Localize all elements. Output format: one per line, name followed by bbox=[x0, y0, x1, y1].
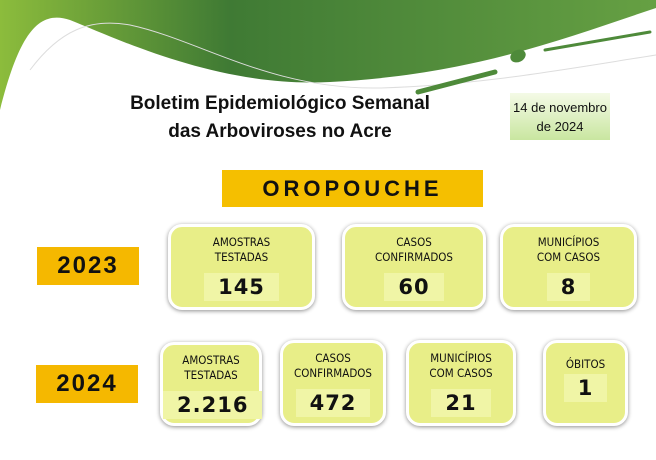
stat-card: CASOS CONFIRMADOS 472 bbox=[280, 340, 386, 426]
stat-label-line: MUNICÍPIOS bbox=[430, 351, 492, 365]
stat-card: ÓBITOS 1 bbox=[543, 340, 628, 426]
stat-label-line: MUNICÍPIOS bbox=[537, 235, 600, 249]
date-line-2: de 2024 bbox=[536, 119, 584, 134]
stat-label: MUNICÍPIOS COM CASOS bbox=[510, 235, 628, 265]
stat-card: AMOSTRAS TESTADAS 2.216 bbox=[160, 342, 263, 426]
stat-label-line: CONFIRMADOS bbox=[293, 366, 373, 380]
disease-title: OROPOUCHE bbox=[222, 170, 483, 207]
stat-label-line: AMOSTRAS bbox=[212, 235, 271, 249]
stat-label-line: TESTADAS bbox=[184, 368, 238, 382]
stat-card: CASOS CONFIRMADOS 60 bbox=[342, 224, 486, 310]
stat-label-line: CONFIRMADOS bbox=[374, 250, 454, 264]
stat-value: 60 bbox=[384, 273, 444, 301]
stat-label: CASOS CONFIRMADOS bbox=[288, 351, 378, 381]
year-label-2023: 2023 bbox=[37, 247, 139, 285]
page-title: Boletim Epidemiológico Semanal das Arbov… bbox=[60, 90, 500, 146]
stat-label-line: TESTADAS bbox=[214, 250, 269, 264]
year-label-2024: 2024 bbox=[36, 365, 138, 403]
stat-value: 472 bbox=[295, 389, 371, 417]
stat-value: 21 bbox=[431, 389, 491, 417]
stat-label: AMOSTRAS TESTADAS bbox=[178, 235, 305, 265]
date-badge: 14 de novembro de 2024 bbox=[510, 93, 610, 140]
stat-label-line: COM CASOS bbox=[536, 250, 601, 264]
date-line-1: 14 de novembro bbox=[513, 100, 607, 115]
stat-card: MUNICÍPIOS COM CASOS 8 bbox=[500, 224, 637, 310]
stat-label-line: ÓBITOS bbox=[565, 357, 606, 371]
title-line-2: das Arboviroses no Acre bbox=[168, 121, 392, 142]
stat-label: ÓBITOS bbox=[550, 357, 621, 372]
stat-card: MUNICÍPIOS COM CASOS 21 bbox=[406, 340, 516, 426]
stat-label: AMOSTRAS TESTADAS bbox=[168, 353, 254, 383]
stat-label: CASOS CONFIRMADOS bbox=[352, 235, 476, 265]
stat-value: 2.216 bbox=[163, 391, 263, 419]
stat-label-line: CASOS bbox=[315, 351, 351, 365]
stat-value: 8 bbox=[546, 273, 591, 301]
stat-value: 145 bbox=[204, 273, 279, 301]
stat-card: AMOSTRAS TESTADAS 145 bbox=[168, 224, 315, 310]
stat-label-line: COM CASOS bbox=[429, 366, 493, 380]
header-swoosh bbox=[0, 0, 656, 110]
stat-value: 1 bbox=[563, 374, 608, 402]
stat-label: MUNICÍPIOS COM CASOS bbox=[414, 351, 508, 381]
stat-label-line: CASOS bbox=[396, 235, 432, 249]
title-line-1: Boletim Epidemiológico Semanal bbox=[130, 93, 430, 114]
stat-label-line: AMOSTRAS bbox=[182, 353, 240, 367]
